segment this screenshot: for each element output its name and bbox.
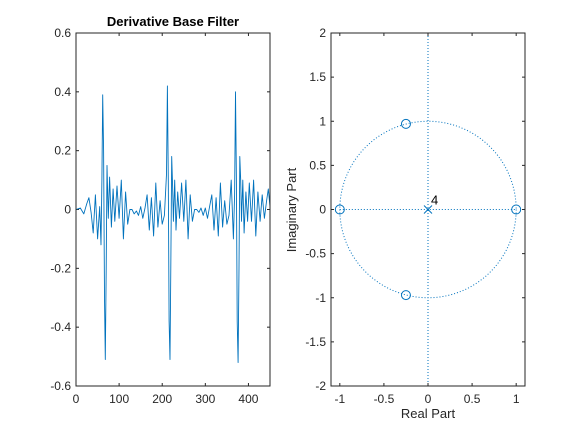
x-tick-label: 0.5 <box>464 392 481 406</box>
pole-marker-stroke <box>423 205 433 214</box>
y-tick-label: -1.5 <box>305 335 326 349</box>
x-tick-label: 300 <box>195 392 215 406</box>
y-tick-label: 0.5 <box>309 158 326 172</box>
series-line-0 <box>75 85 271 363</box>
y-axis-title: Imaginary Part <box>284 167 299 252</box>
filter-response-plot: Derivative Base Filter 0 100 200 300 400 -0.… <box>50 14 271 406</box>
y-tick-label: 0 <box>319 203 326 217</box>
pole-zero-plot: -1 -0.5 0 0.5 1 -2 -1.5 -1 -0.5 0 0.5 1 1.5 2 4 Real… <box>284 26 526 421</box>
y-tick-label: -0.2 <box>50 261 71 275</box>
pole-multiplicity-label: 4 <box>431 193 438 208</box>
y-tick-label: 2 <box>319 26 326 40</box>
guide-layer <box>339 33 517 386</box>
zero-marker <box>400 290 411 301</box>
series-layer <box>75 85 271 363</box>
zero-marker <box>511 204 522 215</box>
y-tick-label: 0 <box>64 203 71 217</box>
plot-title: Derivative Base Filter <box>107 14 239 29</box>
marker-layer: 4 <box>334 118 522 301</box>
x-tick-label: 200 <box>152 392 172 406</box>
y-tick-label: 1.5 <box>309 70 326 84</box>
x-tick-label: -1 <box>334 392 345 406</box>
x-tick-label: 0 <box>73 392 80 406</box>
zero-marker <box>400 118 411 129</box>
x-tick-label: 0 <box>425 392 432 406</box>
y-tick-label: -2 <box>315 379 326 393</box>
y-tick-label: 1 <box>319 114 326 128</box>
y-tick-label: -0.5 <box>305 247 326 261</box>
axes-box <box>330 32 526 387</box>
pole-marker <box>423 205 433 214</box>
x-axis-ticks: -1 -0.5 0 0.5 1 <box>334 33 520 406</box>
y-axis-ticks: -2 -1.5 -1 -0.5 0 0.5 1 1.5 2 <box>305 26 525 393</box>
x-axis-title: Real Part <box>401 406 456 421</box>
zero-marker <box>334 204 345 215</box>
x-tick-label: 400 <box>238 392 258 406</box>
x-tick-label: 1 <box>513 392 520 406</box>
y-tick-label: 0.6 <box>54 26 71 40</box>
y-tick-label: -0.4 <box>50 320 71 334</box>
x-tick-label: -0.5 <box>374 392 395 406</box>
y-tick-label: 0.2 <box>54 144 71 158</box>
y-tick-label: -1 <box>315 291 326 305</box>
y-tick-label: 0.4 <box>54 85 71 99</box>
unit-circle <box>339 120 517 299</box>
axes-box <box>75 32 271 387</box>
y-tick-label: -0.6 <box>50 379 71 393</box>
x-tick-label: 100 <box>109 392 129 406</box>
x-axis-ticks: 0 100 200 300 400 <box>73 33 259 406</box>
y-axis-ticks: -0.6 -0.4 -0.2 0 0.2 0.4 0.6 <box>50 26 270 393</box>
